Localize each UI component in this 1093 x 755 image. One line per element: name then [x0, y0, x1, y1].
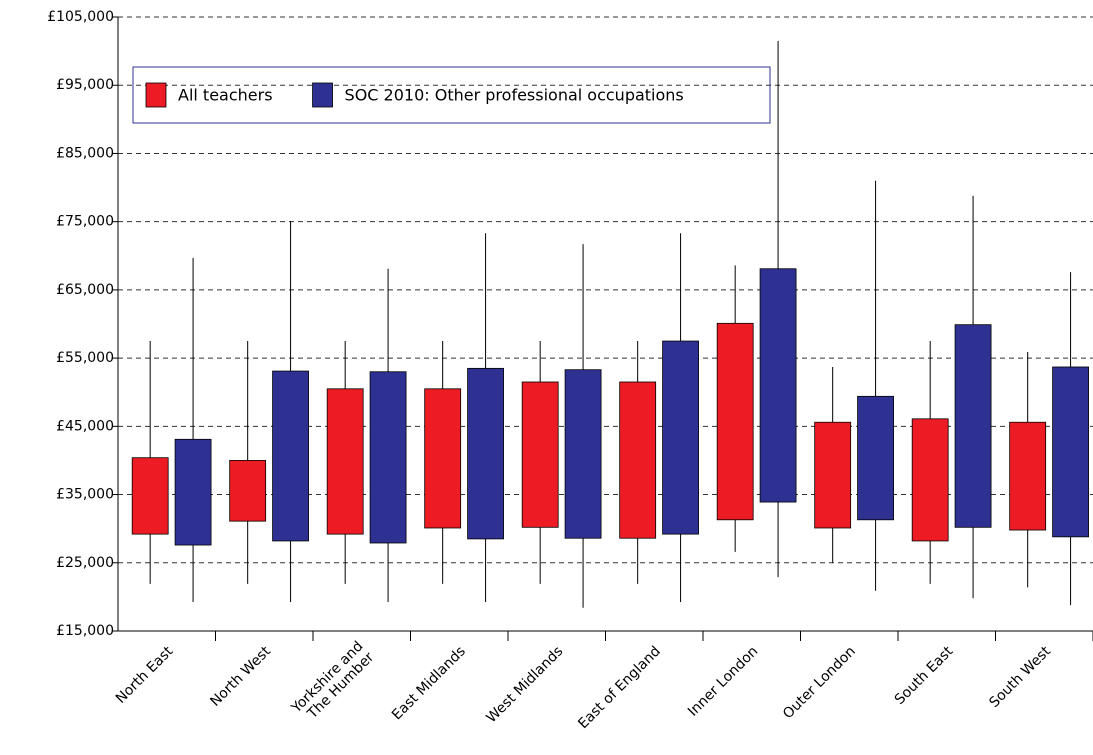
- box: [131, 457, 169, 535]
- legend-box: [132, 66, 771, 124]
- box: [424, 388, 462, 529]
- x-tick-label: South West: [986, 643, 1054, 711]
- x-tick-label: East of England: [575, 643, 664, 732]
- box: [716, 322, 754, 521]
- x-tick-label: West Midlands: [483, 643, 566, 726]
- y-tick-label: £55,000: [56, 350, 114, 366]
- box: [326, 388, 364, 535]
- box: [759, 268, 797, 503]
- box: [564, 369, 602, 539]
- legend-label: All teachers: [178, 86, 273, 105]
- box: [662, 340, 699, 535]
- box: [619, 381, 657, 539]
- box: [954, 324, 992, 528]
- box: [521, 381, 559, 528]
- box: [1052, 366, 1089, 538]
- box: [174, 438, 212, 546]
- box: [369, 371, 407, 544]
- y-tick-label: £85,000: [56, 145, 114, 161]
- legend-swatch: [145, 82, 167, 108]
- y-tick-label: £105,000: [47, 9, 114, 25]
- box: [229, 460, 267, 522]
- x-tick-label: North East: [113, 643, 177, 707]
- legend-label: SOC 2010: Other professional occupations: [345, 86, 684, 105]
- x-tick-label: Outer London: [780, 643, 859, 722]
- box: [911, 418, 949, 542]
- x-tick-label: Yorkshire andThe Humber: [288, 638, 378, 728]
- box: [467, 367, 504, 540]
- y-tick-label: £75,000: [56, 214, 114, 230]
- box: [272, 370, 309, 542]
- x-tick-label: South East: [892, 643, 957, 708]
- y-tick-label: £95,000: [56, 77, 114, 93]
- x-tick-label: Inner London: [685, 643, 761, 719]
- x-tick-label: East Midlands: [389, 643, 469, 723]
- x-tick-label: North West: [207, 643, 274, 710]
- y-tick-label: £35,000: [56, 487, 114, 503]
- box: [857, 395, 894, 521]
- y-tick-label: £45,000: [56, 418, 114, 434]
- box: [814, 421, 852, 529]
- y-tick-label: £65,000: [56, 282, 114, 298]
- y-tick-label: £15,000: [56, 623, 114, 639]
- box: [1009, 421, 1047, 531]
- y-tick-label: £25,000: [56, 555, 114, 571]
- legend-swatch: [312, 82, 333, 108]
